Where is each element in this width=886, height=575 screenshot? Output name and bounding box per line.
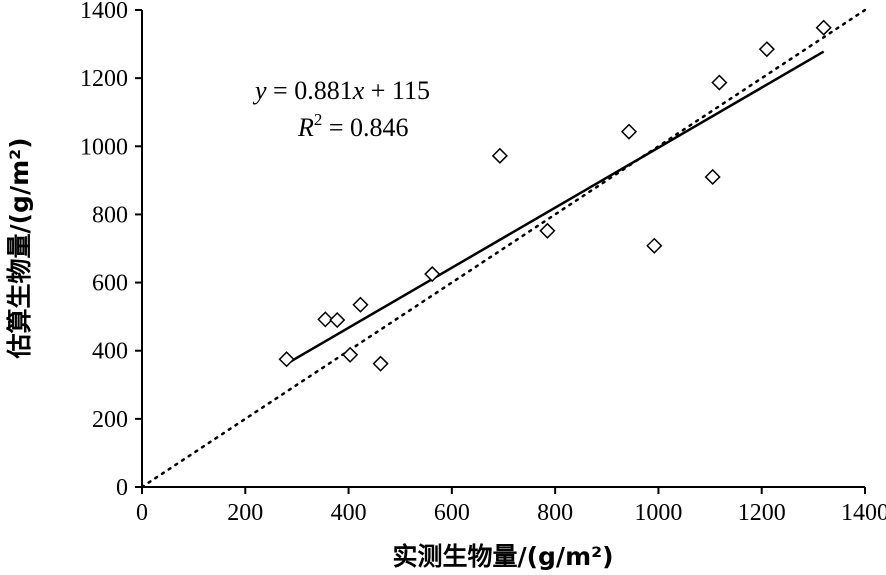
data-point [711,74,728,91]
x-tick-label: 200 [227,500,263,526]
y-tick-label: 600 [92,271,128,297]
ticks: 0 200 400 600 800 1000 1200 1400 0 200 400 600 800 10… [80,0,886,526]
x-tick-label: 1000 [634,500,682,526]
reference-line-1to1 [140,8,867,489]
data-point [317,311,334,328]
y-tick-label: 1000 [80,134,128,160]
data-point [342,346,359,363]
y-tick-label: 400 [92,339,128,365]
data-points [278,19,832,372]
data-point [278,351,295,368]
x-axis-title: 实测生物量/(g/m²) [392,542,613,571]
r-squared-annotation: R2 = 0.846 [297,110,409,142]
y-tick-label: 200 [92,407,128,433]
y-tick-label: 1200 [80,66,128,92]
x-tick-label: 1400 [841,500,886,526]
data-point [620,123,638,140]
data-point [329,311,346,329]
x-tick-label: 0 [136,500,148,526]
x-tick-label: 400 [331,500,367,526]
regression-fit-line [285,50,825,365]
regression-equation: y = 0.881x + 115 [252,76,430,105]
data-point [704,168,721,186]
y-tick-label: 1400 [80,0,128,24]
x-tick-label: 600 [434,500,470,526]
axes [141,10,865,488]
y-axis-title: 估算生物量/(g/m²) [5,137,34,359]
data-point [815,19,832,36]
y-tick-label: 800 [92,202,128,228]
data-point [424,265,441,283]
data-point [539,222,556,239]
data-point [646,237,663,254]
data-point [491,147,508,164]
lines [140,8,867,489]
y-tick-label: 0 [116,475,128,501]
data-point [372,355,389,372]
data-point [758,41,775,58]
x-tick-label: 800 [537,500,573,526]
x-tick-label: 1200 [738,500,786,526]
data-point [352,296,369,313]
